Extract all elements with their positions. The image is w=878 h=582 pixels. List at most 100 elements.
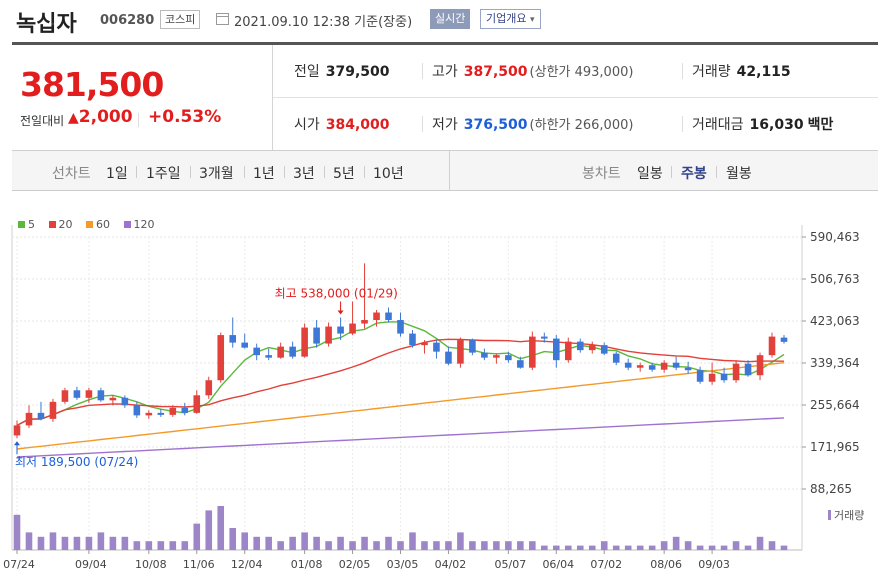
amount-value: 16,030 <box>749 117 804 133</box>
x-tick-label: 03/05 <box>387 558 419 571</box>
tab-3m[interactable]: 3개월 <box>199 166 234 182</box>
volume-bar <box>481 541 488 550</box>
volume-bar <box>133 541 141 550</box>
divider <box>273 97 878 98</box>
divider <box>682 63 683 79</box>
tab-weekly[interactable]: 주봉 <box>681 166 707 182</box>
candle-body <box>481 352 488 358</box>
volume-bar <box>373 541 380 550</box>
candle-body <box>385 312 392 321</box>
open-value: 384,000 <box>325 117 390 133</box>
candle-body <box>217 335 225 381</box>
prev-close-cell: 전일 379,500 <box>294 61 390 81</box>
low-value: 376,500 <box>463 117 528 133</box>
x-tick-label: 06/04 <box>542 558 574 571</box>
tab-3y[interactable]: 3년 <box>293 166 315 182</box>
volume-bar <box>13 514 21 550</box>
volume-bar <box>61 536 69 550</box>
divider <box>422 116 423 132</box>
x-tick-label: 05/07 <box>495 558 527 571</box>
candle-body <box>313 327 320 344</box>
x-tick-label: 12/04 <box>231 558 263 571</box>
candle-body <box>600 345 608 354</box>
candle-body <box>325 326 332 344</box>
volume-bar <box>241 532 248 550</box>
volume-bar <box>457 532 464 550</box>
divider <box>324 166 325 178</box>
candle-body <box>576 341 584 351</box>
legend-item: 5 <box>18 218 35 231</box>
volume-bar <box>696 545 704 550</box>
candle-body <box>445 351 452 364</box>
candle-chart-label: 봉차트 <box>582 166 621 182</box>
company-overview-label: 기업개요 <box>486 12 527 25</box>
open-label: 시가 <box>294 117 320 133</box>
change-percent: +0.53% <box>148 107 222 127</box>
prev-close-label: 전일 <box>294 64 320 80</box>
tab-10y[interactable]: 10년 <box>373 166 404 182</box>
volume-bar <box>181 541 189 550</box>
volume-bar <box>217 506 225 550</box>
stock-name: 녹십자 <box>16 12 77 37</box>
tab-1d[interactable]: 1일 <box>106 166 128 182</box>
volume-bar <box>588 545 596 550</box>
candle-body <box>73 390 81 398</box>
low-marker-arrowhead <box>14 441 20 446</box>
volume-bar <box>684 541 692 550</box>
candle-body <box>49 401 57 419</box>
divider <box>449 151 450 191</box>
volume-bar <box>780 545 788 550</box>
candle-body <box>588 345 596 351</box>
chart-tabs: 선차트 1일 1주일 3개월 1년 3년 5년 10년 봉차트 일봉 주봉 월봉 <box>12 151 878 191</box>
candle-body <box>636 365 644 368</box>
candle-body <box>37 412 45 419</box>
candle-body <box>732 363 740 381</box>
volume-bar <box>600 541 608 550</box>
volume-bar <box>469 541 476 550</box>
calendar-icon <box>216 13 229 25</box>
basis-label: 기준(장중) <box>354 15 413 30</box>
volume-bar <box>529 541 536 550</box>
tab-5y[interactable]: 5년 <box>333 166 355 182</box>
x-tick-label: 10/08 <box>135 558 167 571</box>
tab-1y[interactable]: 1년 <box>253 166 275 182</box>
volume-bar <box>576 545 584 550</box>
volume-value: 42,115 <box>736 64 791 80</box>
low-annotation: 최저 189,500 (07/24) <box>15 455 138 469</box>
tab-daily[interactable]: 일봉 <box>637 166 663 182</box>
legend-swatch <box>18 221 25 228</box>
high-label: 고가 <box>432 64 458 80</box>
volume-bar <box>157 541 165 550</box>
candle-body <box>361 320 368 324</box>
volume-cell: 거래량 42,115 <box>692 61 791 81</box>
candle-body <box>612 353 620 363</box>
volume-bar <box>624 545 632 550</box>
volume-bar <box>385 536 392 550</box>
tab-monthly[interactable]: 월봉 <box>726 166 752 182</box>
divider <box>716 166 717 178</box>
candle-body <box>229 335 237 343</box>
x-tick-label: 09/03 <box>698 558 730 571</box>
tab-1w[interactable]: 1주일 <box>146 166 181 182</box>
volume-legend-label: 거래량 <box>834 509 864 522</box>
up-triangle-icon: ▲ <box>68 110 79 126</box>
volume-bar <box>541 545 548 550</box>
candle-body <box>277 346 284 358</box>
company-overview-dropdown[interactable]: 기업개요 ▾ <box>480 9 541 29</box>
volume-bar <box>85 536 93 550</box>
price-chart[interactable]: 590,463 506,763 423,063 339,364 255,664 171,9… <box>0 225 878 582</box>
volume-bar <box>612 545 620 550</box>
candle-body <box>397 320 404 334</box>
change-amount: 2,000 <box>78 107 133 127</box>
candle-body <box>301 327 308 357</box>
volume-bar <box>409 532 416 550</box>
candle-body <box>624 362 632 368</box>
volume-legend-swatch <box>828 510 831 520</box>
candle-body <box>169 407 177 415</box>
candle-body <box>61 390 69 402</box>
volume-bar <box>720 545 728 550</box>
volume-bar <box>49 532 57 550</box>
candle-body <box>97 390 105 401</box>
realtime-button[interactable]: 실시간 <box>430 9 471 29</box>
y-tick-label: 88,265 <box>810 482 852 496</box>
